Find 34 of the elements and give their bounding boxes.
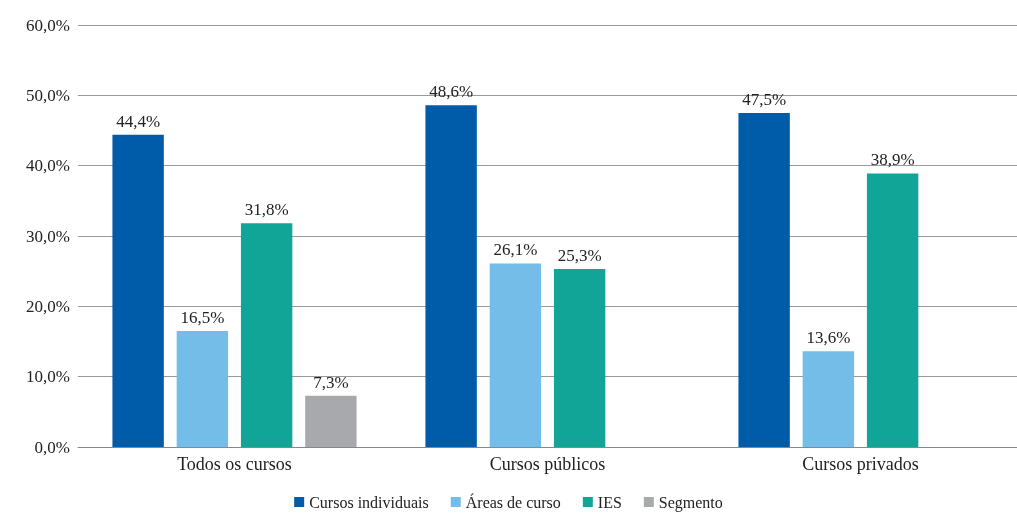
y-tick-label: 40,0%	[26, 156, 70, 176]
bar	[866, 173, 919, 447]
bar	[553, 269, 606, 447]
data-label: 48,6%	[429, 82, 474, 102]
y-tick-label: 60,0%	[26, 15, 70, 35]
bar	[176, 330, 229, 447]
legend-label: Áreas de curso	[465, 492, 561, 511]
y-tick-label: 50,0%	[26, 85, 70, 105]
bar	[305, 395, 357, 447]
bar	[489, 263, 542, 447]
y-tick-label: 20,0%	[26, 296, 70, 316]
bar	[240, 223, 293, 447]
bar	[112, 134, 164, 447]
y-tick-label: 30,0%	[26, 226, 70, 246]
data-label: 16,5%	[180, 307, 225, 327]
data-label: 44,4%	[116, 111, 161, 131]
x-tick-label: Todos os cursos	[177, 454, 292, 474]
legend-label: Segmento	[658, 493, 723, 512]
y-tick-label: 0,0%	[34, 437, 70, 457]
data-label: 7,3%	[313, 372, 349, 392]
data-label: 47,5%	[742, 89, 787, 109]
data-label: 13,6%	[806, 328, 851, 348]
data-label: 31,8%	[244, 200, 289, 220]
x-tick-label: Cursos privados	[802, 454, 919, 474]
data-label: 26,1%	[493, 240, 538, 260]
data-label: 25,3%	[557, 246, 602, 266]
y-tick-label: 10,0%	[26, 367, 70, 387]
legend-label: IES	[597, 493, 622, 511]
x-tick-label: Cursos públicos	[489, 454, 606, 474]
legend-label: Cursos individuais	[309, 493, 429, 511]
bar	[425, 105, 477, 447]
bar	[738, 112, 790, 447]
bar	[802, 351, 855, 447]
data-label: 38,9%	[870, 150, 915, 170]
